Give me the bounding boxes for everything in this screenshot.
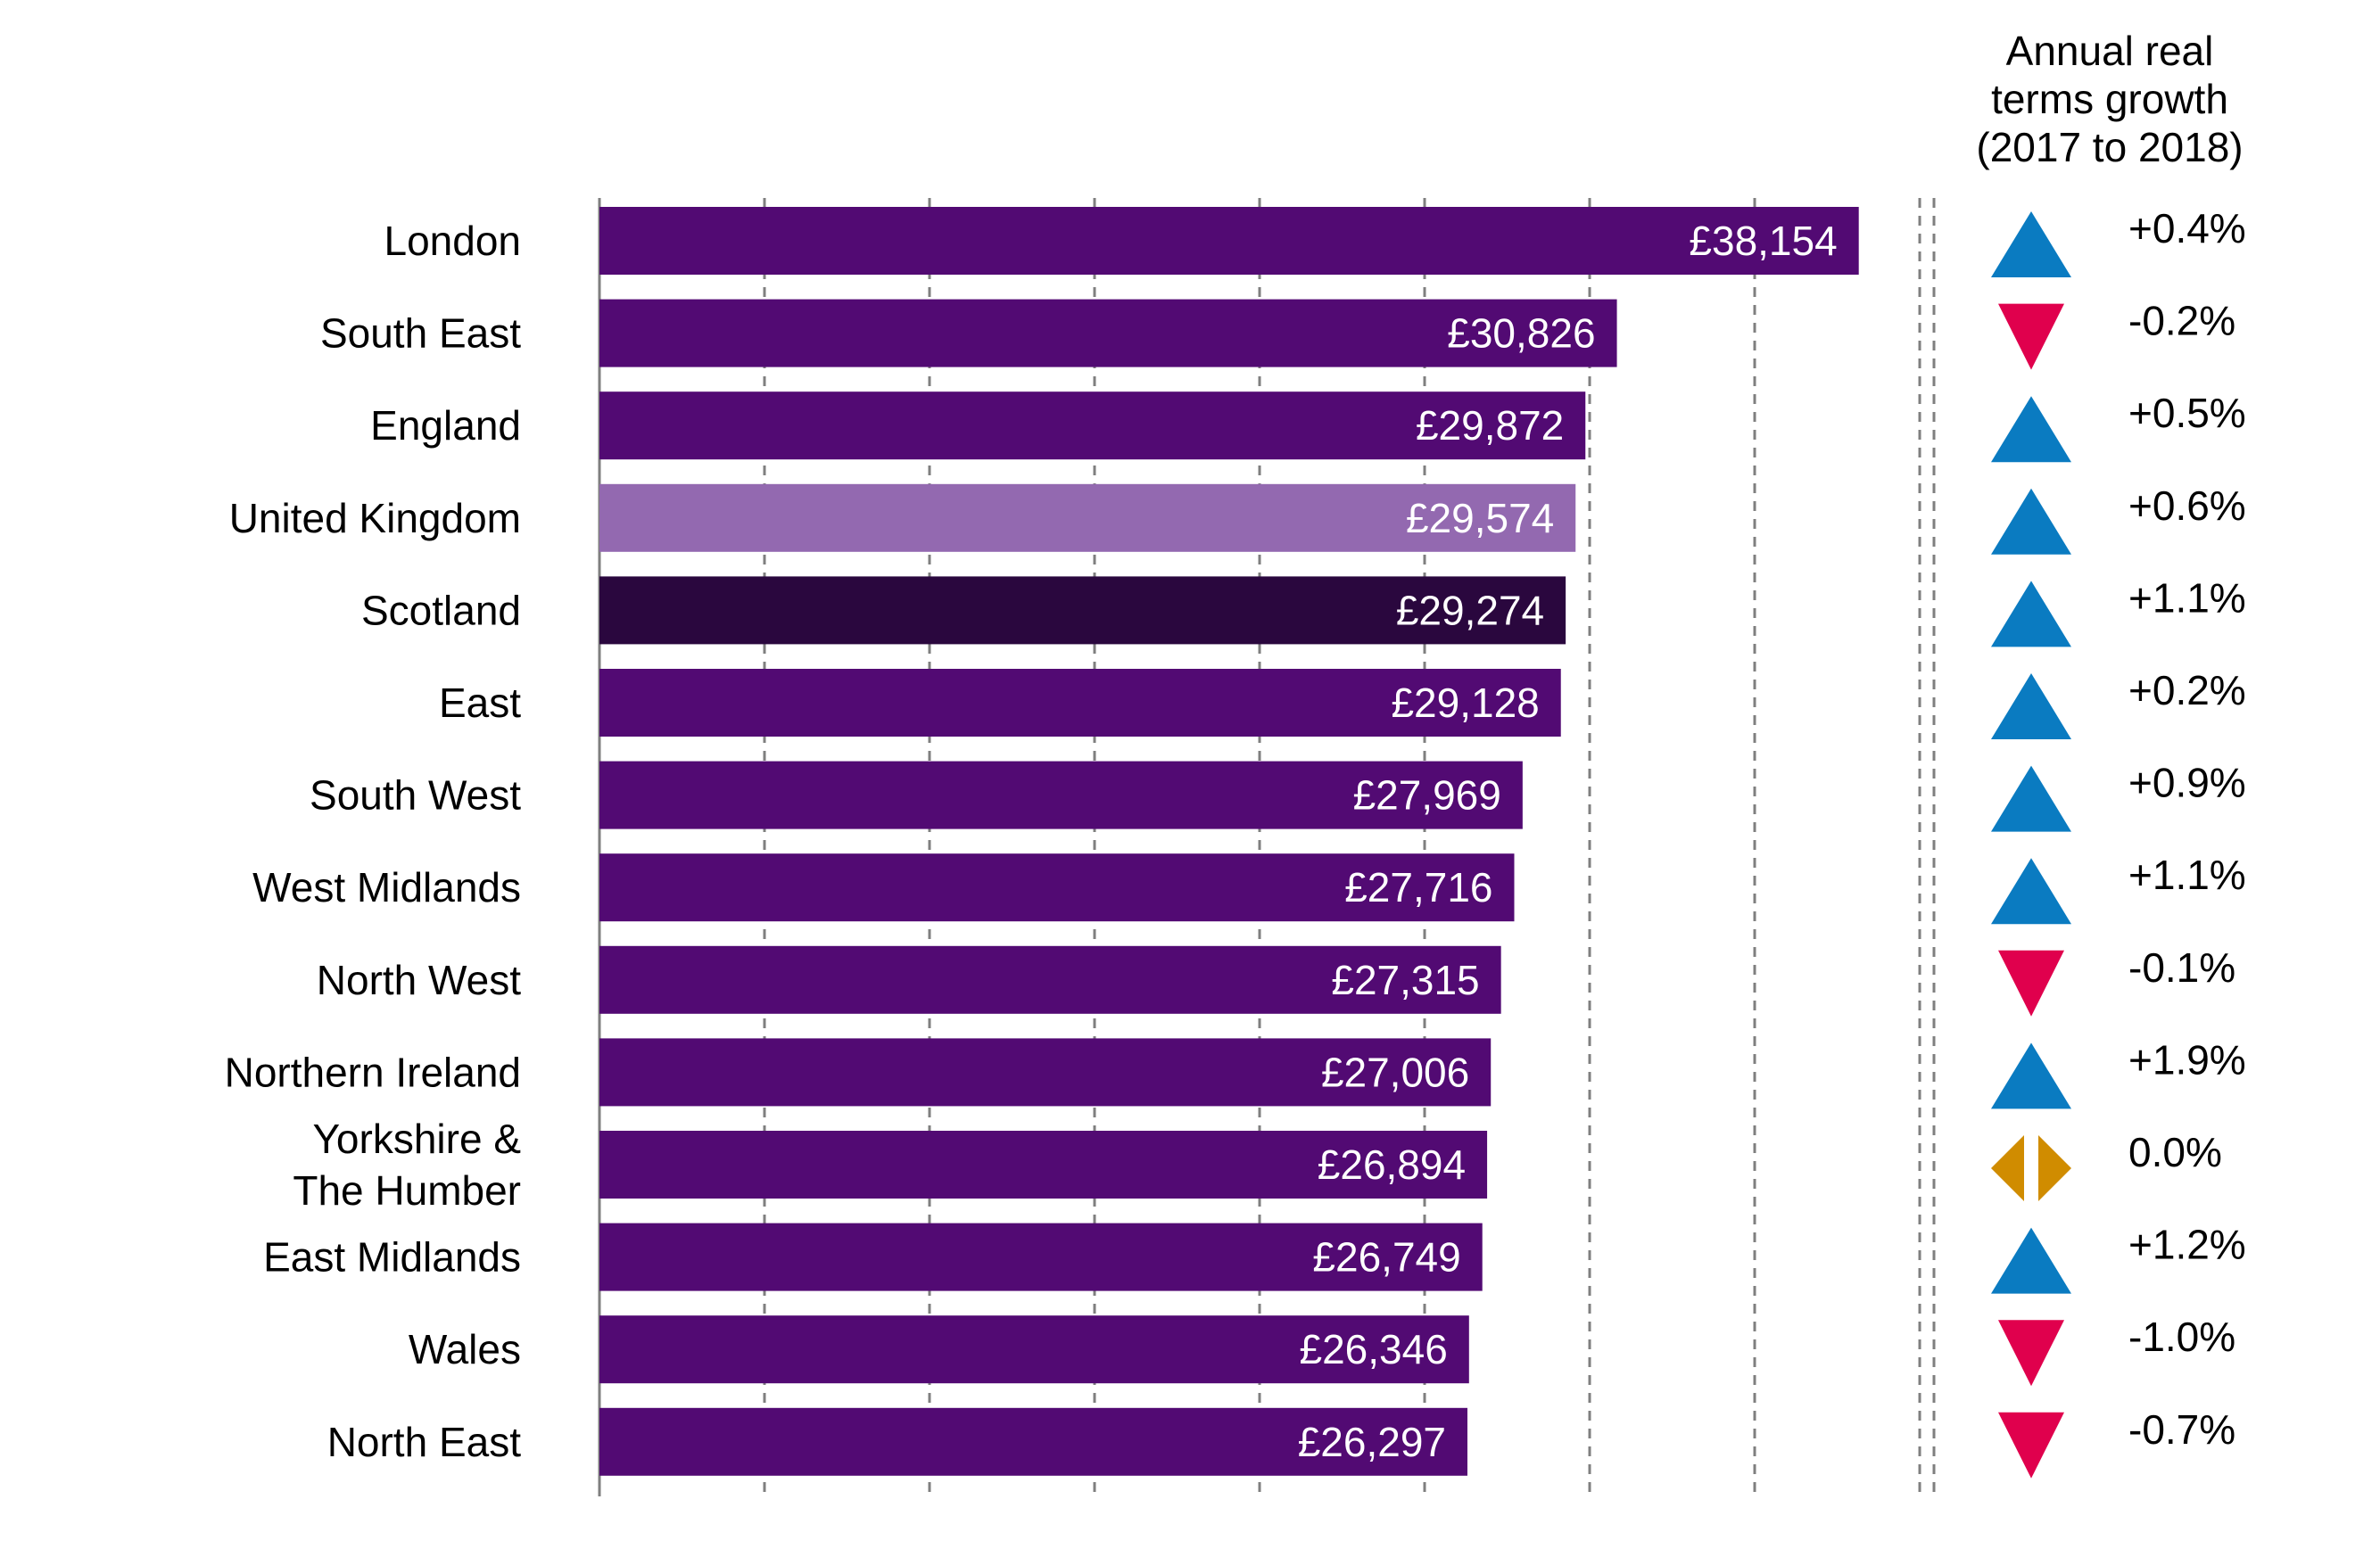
bar-value-label: £29,872 [1416,402,1564,449]
bar-value-label: £26,894 [1318,1141,1466,1188]
up-triangle-icon [1991,581,2071,647]
bars: £38,154 £30,826 £29,872 £29,574 £29,274 £29,1… [599,207,1859,1476]
bar [599,299,1617,367]
growth-value-label: +0.2% [2128,667,2246,713]
bar-value-label: £29,574 [1406,495,1554,541]
bar-value-label: £27,315 [1331,957,1479,1003]
bar-value-label: £29,128 [1391,680,1539,726]
category-label: North West [317,957,521,1003]
bar-value-label: £29,274 [1396,587,1544,633]
bar-value-label: £27,006 [1321,1049,1469,1095]
category-label: South West [310,772,521,819]
bar [599,669,1561,737]
category-labels: London South East England United Kingdom Sco… [225,218,522,1465]
bar [599,483,1576,552]
category-label: South East [320,310,521,357]
bar [599,1223,1483,1291]
growth-value-label: +0.9% [2128,760,2246,806]
category-label: West Midlands [252,864,521,910]
up-triangle-icon [1991,488,2071,555]
growth-value-label: -0.1% [2128,944,2235,991]
growth-title-line: Annual real [2005,28,2214,74]
bar [599,1407,1467,1476]
bar-value-label: £27,969 [1353,772,1501,819]
category-label: London [384,218,522,264]
growth-value-label: +0.5% [2128,390,2246,436]
category-label: England [370,402,521,449]
category-label: Wales [409,1326,521,1372]
growth-value-label: +1.1% [2128,852,2246,898]
bar-value-label: £38,154 [1689,218,1837,264]
category-label: North East [327,1419,522,1465]
growth-title-line: (2017 to 2018) [1976,124,2244,170]
bar [599,576,1566,645]
up-triangle-icon [1991,1227,2071,1294]
bar [599,853,1515,922]
category-label: United Kingdom [229,495,521,541]
growth-value-label: +0.6% [2128,482,2246,529]
down-triangle-icon [1998,303,2064,370]
bar [599,945,1501,1014]
up-triangle-icon [1991,1042,2071,1109]
category-label: The Humber [293,1167,521,1214]
growth-value-label: +1.1% [2128,574,2246,621]
category-label: Scotland [361,587,521,633]
bar-value-label: £26,749 [1312,1234,1460,1281]
growth-value-label: -0.2% [2128,298,2235,344]
category-label: Yorkshire & [312,1116,521,1162]
category-label: East [439,680,521,726]
bar-value-label: £26,297 [1298,1419,1446,1465]
down-triangle-icon [1998,1320,2064,1387]
bar-value-label: £26,346 [1300,1326,1448,1372]
bar [599,391,1586,460]
up-triangle-icon [1991,673,2071,739]
category-label: East Midlands [263,1234,521,1281]
up-triangle-icon [1991,765,2071,832]
left-arrow-icon [1991,1135,2024,1201]
bar-value-label: £27,716 [1344,864,1492,910]
bar [599,207,1859,275]
bar [599,761,1523,829]
growth-column-title: Annual real terms growth (2017 to 2018) [1909,27,2310,171]
bar [599,1038,1492,1107]
category-label: Northern Ireland [225,1049,521,1095]
up-triangle-icon [1991,396,2071,463]
growth-column: +0.4% -0.2% +0.5% +0.6% +1.1% +0.2% +0.9% +1.1%… [1991,205,2246,1479]
growth-value-label: -1.0% [2128,1314,2235,1360]
growth-value-label: +0.4% [2128,205,2246,251]
right-arrow-icon [2038,1135,2071,1201]
growth-value-label: +1.9% [2128,1036,2246,1083]
bar [599,1131,1488,1199]
bar [599,1315,1469,1384]
growth-title-line: terms growth [1991,76,2228,122]
down-triangle-icon [1998,1412,2064,1479]
growth-value-label: +1.2% [2128,1222,2246,1268]
growth-value-label: 0.0% [2128,1129,2222,1175]
bar-value-label: £30,826 [1447,310,1595,357]
growth-value-label: -0.7% [2128,1406,2235,1453]
up-triangle-icon [1991,858,2071,925]
up-triangle-icon [1991,211,2071,277]
down-triangle-icon [1998,950,2064,1017]
